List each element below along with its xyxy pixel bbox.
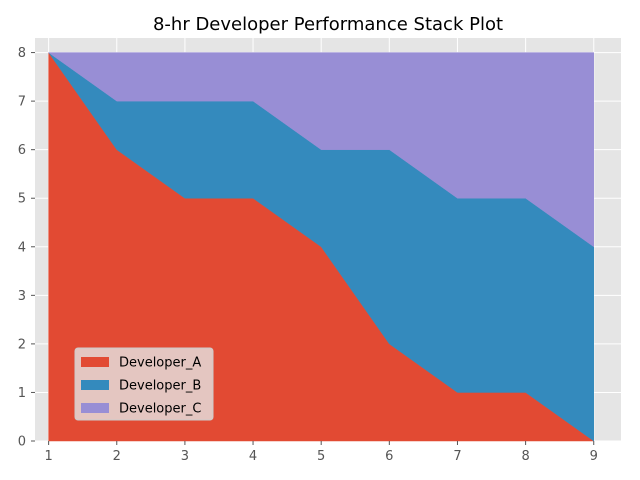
y-tick-label: 4 — [18, 240, 26, 255]
x-tick-label: 6 — [385, 449, 393, 464]
area-developer-c — [47, 52, 594, 248]
x-axis-ticks: 1 2 3 4 5 6 7 8 9 — [44, 441, 598, 464]
x-tick-label: 1 — [44, 449, 52, 464]
legend-label-developer-b: Developer_B — [119, 379, 201, 394]
legend-swatch-developer-b — [81, 380, 109, 390]
y-tick-label: 0 — [18, 435, 26, 450]
x-tick-label: 9 — [590, 449, 598, 464]
y-tick-label: 7 — [18, 95, 26, 110]
x-tick-label: 2 — [113, 449, 121, 464]
stacked-areas — [47, 51, 595, 442]
x-tick-label: 4 — [249, 449, 257, 464]
y-tick-label: 8 — [18, 46, 26, 61]
x-tick-label: 3 — [181, 449, 189, 464]
y-tick-label: 5 — [18, 192, 26, 207]
legend-box — [74, 347, 214, 421]
chart-title: 8-hr Developer Performance Stack Plot — [153, 14, 503, 35]
legend-label-developer-a: Developer_A — [119, 356, 201, 371]
x-tick-label: 7 — [453, 449, 461, 464]
y-tick-label: 3 — [18, 289, 26, 304]
legend-swatch-developer-c — [81, 403, 109, 413]
legend-swatch-developer-a — [81, 357, 109, 367]
y-axis-ticks: 0 1 2 3 4 5 6 7 8 — [18, 46, 35, 450]
x-tick-label: 5 — [317, 449, 325, 464]
legend-label-developer-c: Developer_C — [119, 402, 201, 417]
y-tick-label: 6 — [18, 143, 26, 158]
legend: Developer_A Developer_B Developer_C — [74, 347, 214, 421]
y-tick-label: 1 — [18, 386, 26, 401]
x-tick-label: 8 — [521, 449, 529, 464]
y-tick-label: 2 — [18, 337, 26, 352]
